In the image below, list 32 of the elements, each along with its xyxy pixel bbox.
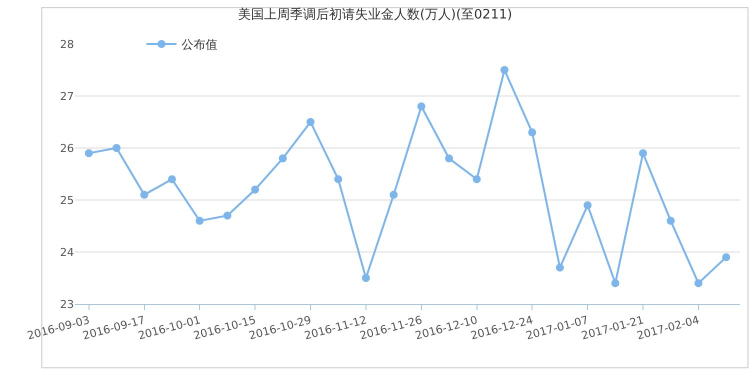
- y-tick-label: 27: [60, 90, 74, 103]
- point: [251, 186, 260, 194]
- point: [500, 66, 508, 74]
- legend-label: 公布值: [182, 38, 218, 52]
- point: [722, 253, 730, 262]
- point: [223, 212, 232, 220]
- point: [84, 149, 93, 158]
- point: [417, 102, 426, 110]
- point: [362, 274, 370, 282]
- point: [278, 154, 287, 162]
- point: [168, 175, 176, 184]
- y-tick-label: 28: [60, 38, 74, 51]
- point: [140, 190, 148, 199]
- point: [112, 144, 121, 152]
- point: [445, 154, 454, 162]
- y-tick-label: 23: [60, 298, 74, 311]
- point: [334, 175, 342, 184]
- point: [556, 264, 564, 272]
- y-tick-label: 26: [60, 142, 74, 155]
- point: [694, 279, 702, 288]
- point: [306, 118, 315, 126]
- point: [639, 149, 648, 158]
- point: [528, 128, 536, 136]
- y-tick-label: 25: [60, 194, 74, 207]
- point: [390, 190, 398, 199]
- point: [666, 216, 675, 225]
- point: [611, 279, 620, 288]
- point: [584, 201, 592, 210]
- point: [196, 216, 204, 225]
- chart-title: 美国上周季调后初请失业金人数(万人)(至0211): [238, 6, 512, 22]
- point: [472, 175, 481, 184]
- y-tick-label: 24: [60, 246, 74, 259]
